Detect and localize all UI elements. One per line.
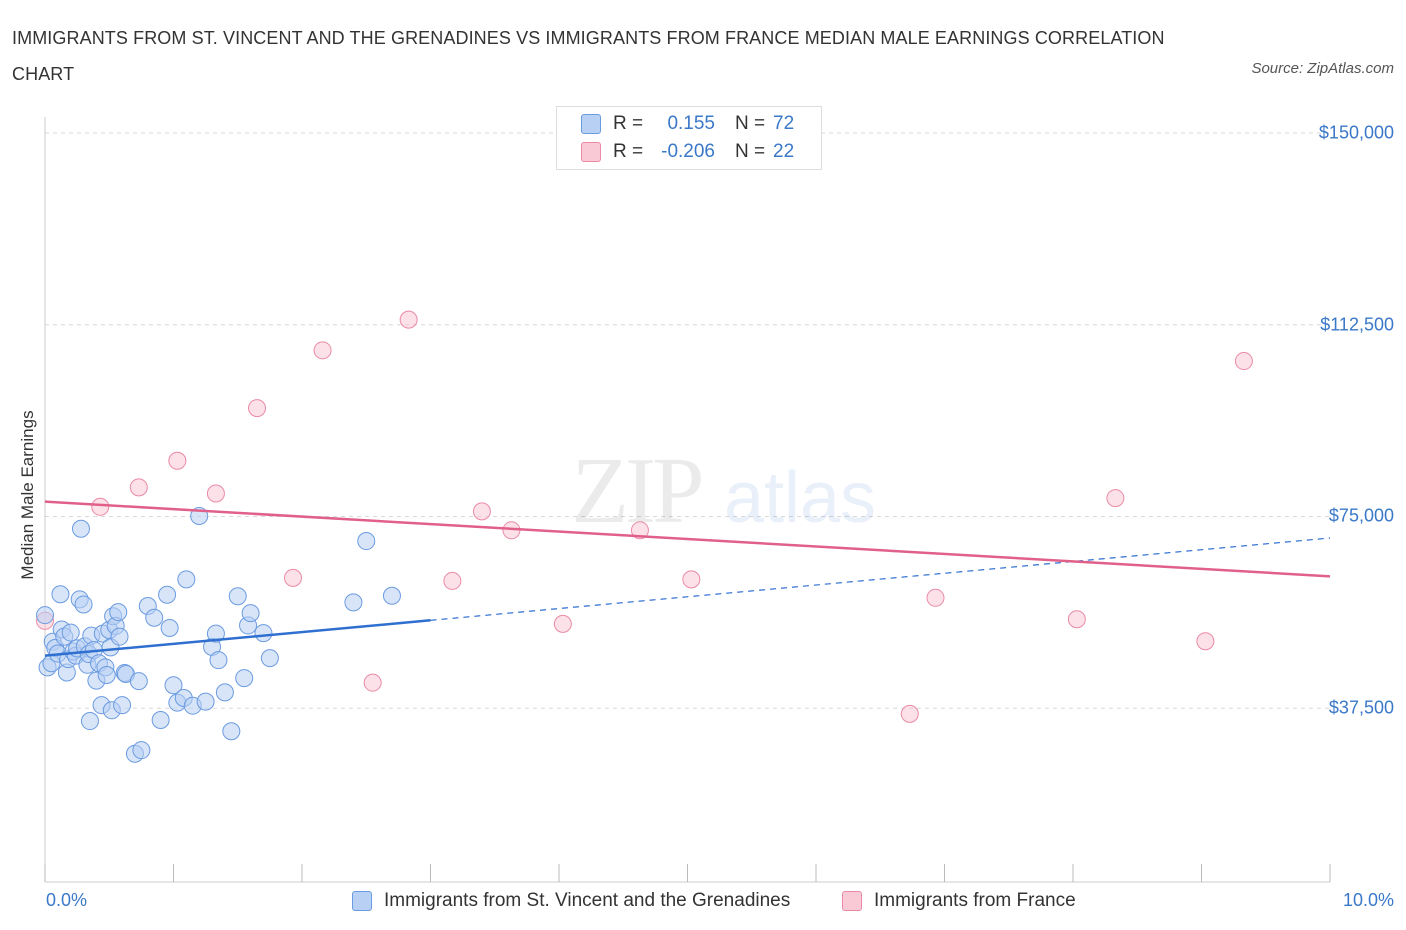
bottom-legend-pink: Immigrants from France bbox=[842, 890, 1076, 912]
series-label-blue: Immigrants from St. Vincent and the Gren… bbox=[384, 890, 791, 911]
pink-point bbox=[1067, 610, 1086, 629]
pink-point bbox=[900, 704, 919, 723]
legend-r-label: R = bbox=[613, 141, 644, 162]
pink-point bbox=[284, 568, 303, 587]
blue-point bbox=[260, 649, 279, 668]
pink-point bbox=[313, 341, 332, 360]
legend-n-label: N = bbox=[735, 113, 766, 134]
pink-point bbox=[248, 399, 267, 418]
pink-point bbox=[553, 614, 572, 633]
pink-point bbox=[443, 571, 462, 590]
blue-trend-extension bbox=[430, 537, 1331, 621]
pink-swatch bbox=[581, 142, 601, 162]
blue-point bbox=[113, 696, 132, 715]
pink-point bbox=[399, 310, 418, 329]
blue-point bbox=[222, 722, 241, 741]
blue-points bbox=[36, 506, 401, 763]
pink-point bbox=[1196, 632, 1215, 651]
blue-point bbox=[228, 587, 247, 606]
bottom-legend-blue: Immigrants from St. Vincent and the Gren… bbox=[352, 890, 790, 912]
pink-point bbox=[1234, 352, 1253, 371]
blue-point bbox=[36, 606, 54, 625]
blue-point bbox=[254, 624, 273, 643]
chart-title: IMMIGRANTS FROM ST. VINCENT AND THE GREN… bbox=[12, 28, 1165, 84]
blue-point bbox=[382, 586, 401, 605]
legend-r-value: -0.206 bbox=[661, 141, 715, 162]
blue-point bbox=[132, 741, 151, 760]
legend-n-label: N = bbox=[735, 141, 766, 162]
watermark-atlas: atlas bbox=[724, 458, 876, 538]
blue-point bbox=[97, 666, 116, 685]
blue-point bbox=[151, 711, 170, 730]
legend-row-pink: R = -0.206 N = 22 bbox=[581, 140, 794, 164]
pink-points bbox=[36, 310, 1253, 723]
blue-point bbox=[164, 676, 183, 695]
blue-point bbox=[80, 712, 99, 731]
blue-trend-line bbox=[44, 619, 431, 657]
blue-point bbox=[158, 585, 177, 604]
y-tick-112500: $112,500 bbox=[1320, 314, 1394, 335]
blue-point bbox=[209, 651, 228, 670]
pink-point bbox=[926, 588, 945, 607]
pink-point bbox=[168, 451, 187, 470]
grid-lines bbox=[45, 132, 1330, 709]
legend-r-value: 0.155 bbox=[667, 113, 715, 134]
correlation-legend: R = 0.155 N = 72 R = -0.206 N = 22 bbox=[556, 106, 822, 170]
blue-swatch bbox=[581, 114, 601, 134]
blue-point bbox=[61, 623, 80, 642]
legend-r-label: R = bbox=[613, 113, 644, 134]
blue-point bbox=[71, 519, 90, 538]
pink-point bbox=[1106, 489, 1125, 508]
pink-point bbox=[630, 521, 649, 540]
pink-trend-line bbox=[44, 500, 1331, 578]
source-label: Source: ZipAtlas.com bbox=[1251, 60, 1394, 77]
blue-point bbox=[160, 618, 179, 637]
pink-point bbox=[682, 570, 701, 589]
blue-point bbox=[344, 593, 363, 612]
y-tick-150000: $150,000 bbox=[1318, 122, 1394, 143]
axes bbox=[44, 117, 1331, 883]
y-tick-75000: $75,000 bbox=[1328, 505, 1394, 526]
pink-swatch bbox=[842, 891, 862, 911]
series-label-pink: Immigrants from France bbox=[874, 890, 1076, 911]
blue-point bbox=[109, 603, 128, 622]
legend-n-value: 22 bbox=[773, 141, 795, 162]
legend-n-value: 72 bbox=[773, 113, 795, 134]
blue-point bbox=[177, 570, 196, 589]
blue-point bbox=[357, 532, 376, 551]
blue-point bbox=[110, 627, 129, 646]
pink-point bbox=[206, 484, 225, 503]
blue-point bbox=[129, 672, 148, 691]
blue-swatch bbox=[352, 891, 372, 911]
legend-row-blue: R = 0.155 N = 72 bbox=[581, 112, 794, 136]
x-tick-min: 0.0% bbox=[46, 890, 88, 910]
blue-point bbox=[51, 585, 70, 604]
trend-lines bbox=[44, 500, 1331, 657]
pink-point bbox=[91, 497, 110, 516]
x-tick-max: 10.0% bbox=[1342, 890, 1394, 910]
pink-point bbox=[129, 478, 148, 497]
blue-point bbox=[206, 624, 225, 643]
pink-point bbox=[363, 673, 382, 692]
blue-point bbox=[145, 608, 164, 627]
blue-point bbox=[235, 669, 254, 688]
blue-point bbox=[215, 683, 234, 702]
blue-point bbox=[74, 595, 93, 614]
blue-point bbox=[196, 692, 215, 711]
blue-point bbox=[241, 604, 260, 623]
pink-point bbox=[472, 502, 491, 521]
y-tick-37500: $37,500 bbox=[1328, 697, 1394, 718]
